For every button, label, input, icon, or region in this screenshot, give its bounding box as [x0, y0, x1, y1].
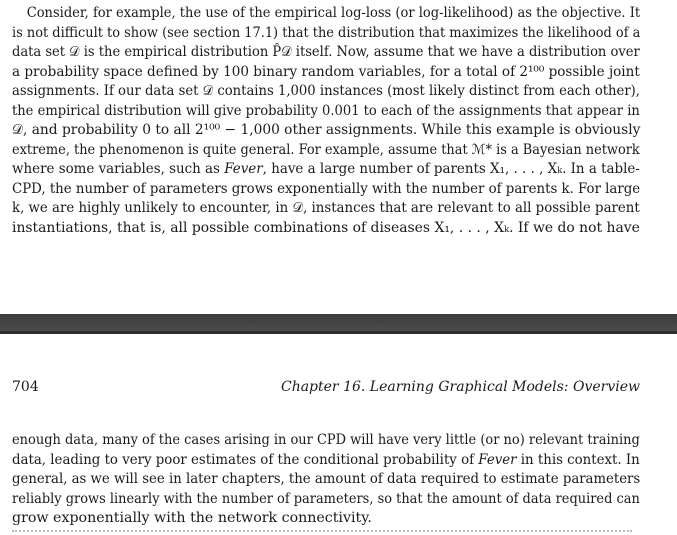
running-head: Chapter 16. Learning Graphical Models: O…: [280, 379, 640, 395]
text-line: the empirical distribution will give pro…: [12, 102, 640, 119]
previous-page-fragment: Consider, for example, the use of the em…: [12, 4, 641, 238]
text-line: Consider, for example, the use of the em…: [26, 5, 641, 21]
text-line: extreme, the phenomenon is quite general…: [12, 141, 640, 158]
text-line: data, leading to very poor estimates of …: [12, 451, 640, 468]
page-separator: [0, 314, 677, 334]
text-line: a probability space defined by 100 binar…: [12, 63, 640, 80]
body-paragraph-top: Consider, for example, the use of the em…: [12, 4, 640, 238]
body-paragraph-bottom: enough data, many of the cases arising i…: [12, 431, 640, 529]
text-line: CPD, the number of parameters grows expo…: [12, 180, 641, 197]
text-line: k, we are highly unlikely to encounter, …: [12, 200, 640, 216]
text-line: where some variables, such as Fever, hav…: [12, 161, 640, 177]
current-page: 704 Chapter 16. Learning Graphical Model…: [0, 334, 677, 533]
cut-off-next-line: [12, 530, 632, 535]
text-line: enough data, many of the cases arising i…: [12, 432, 640, 448]
text-line: grow exponentially with the network conn…: [12, 510, 372, 526]
text-line: instantiations, that is, all possible co…: [12, 219, 640, 236]
text-line: assignments. If our data set 𝒟 contains …: [12, 83, 640, 99]
text-line: general, as we will see in later chapter…: [12, 471, 641, 487]
text-line: is not difficult to show (see section 17…: [12, 24, 641, 41]
text-line: 𝒟, and probability 0 to all 2¹⁰⁰ − 1,000…: [12, 122, 641, 138]
text-line: data set 𝒟 is the empirical distribution…: [12, 44, 640, 60]
page-number: 704: [12, 379, 39, 395]
text-line: reliably grows linearly with the number …: [12, 490, 640, 507]
